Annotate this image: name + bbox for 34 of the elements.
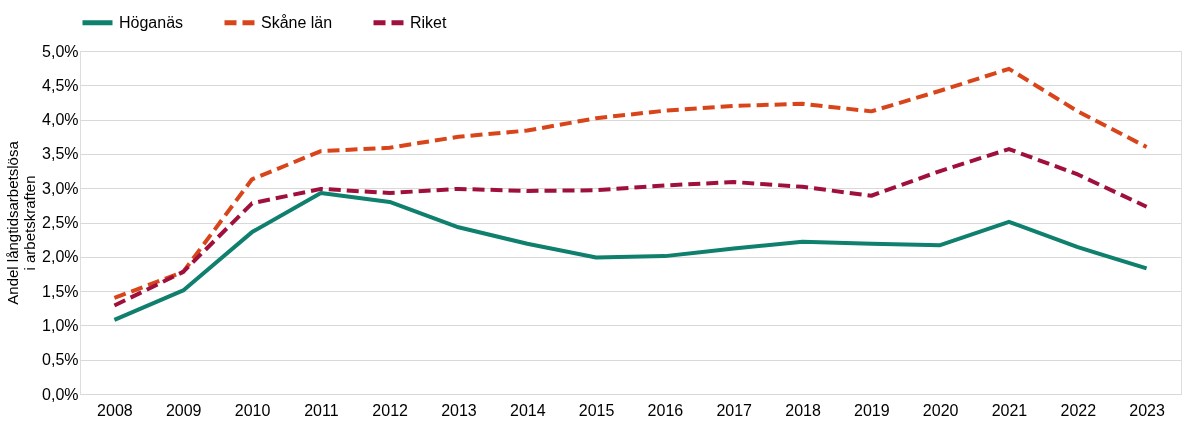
- x-tick-label: 2013: [441, 401, 477, 419]
- x-tick-label: 2009: [165, 401, 202, 419]
- y-tick-label: 0,5%: [42, 351, 79, 369]
- y-tick-label: 4,0%: [42, 111, 79, 129]
- legend-label: Skåne län: [261, 13, 333, 31]
- y-tick-label: 2,5%: [42, 214, 79, 231]
- x-tick-label: 2010: [234, 401, 271, 419]
- line-series: [112, 66, 1149, 300]
- y-tick-label: 3,5%: [42, 145, 79, 163]
- line-series: [112, 147, 1149, 308]
- y-tick-label: 1,0%: [42, 316, 79, 334]
- y-tick-label: 0,0%: [42, 385, 79, 403]
- y-axis-title: Andel långtidsarbetslösa i arbetskraften: [4, 140, 39, 305]
- x-tick-label: 2008: [97, 401, 133, 419]
- x-tick-label: 2016: [647, 401, 684, 419]
- y-tick-label: 3,0%: [42, 179, 79, 197]
- y-tick-label: 2,0%: [42, 248, 79, 266]
- x-tick-label: 2020: [922, 401, 959, 419]
- x-tick-label: 2014: [509, 401, 546, 419]
- legend-label: Riket: [410, 13, 448, 31]
- x-tick-label: 2018: [785, 401, 821, 419]
- y-tick-label: 5,0%: [42, 42, 79, 60]
- legend-label: Höganäs: [119, 13, 184, 31]
- x-tick-label: 2019: [854, 401, 890, 419]
- y-tick-label: 1,5%: [42, 282, 79, 300]
- line-series: [112, 191, 1149, 322]
- x-tick-label: 2022: [1060, 401, 1097, 419]
- x-tick-label: 2023: [1129, 401, 1165, 419]
- x-tick-label: 2011: [304, 401, 339, 419]
- x-tick-label: 2017: [716, 401, 753, 419]
- y-tick-label: 4,5%: [42, 76, 79, 94]
- x-tick-label: 2021: [991, 401, 1028, 419]
- x-tick-label: 2015: [578, 401, 615, 419]
- x-tick-label: 2012: [372, 401, 409, 419]
